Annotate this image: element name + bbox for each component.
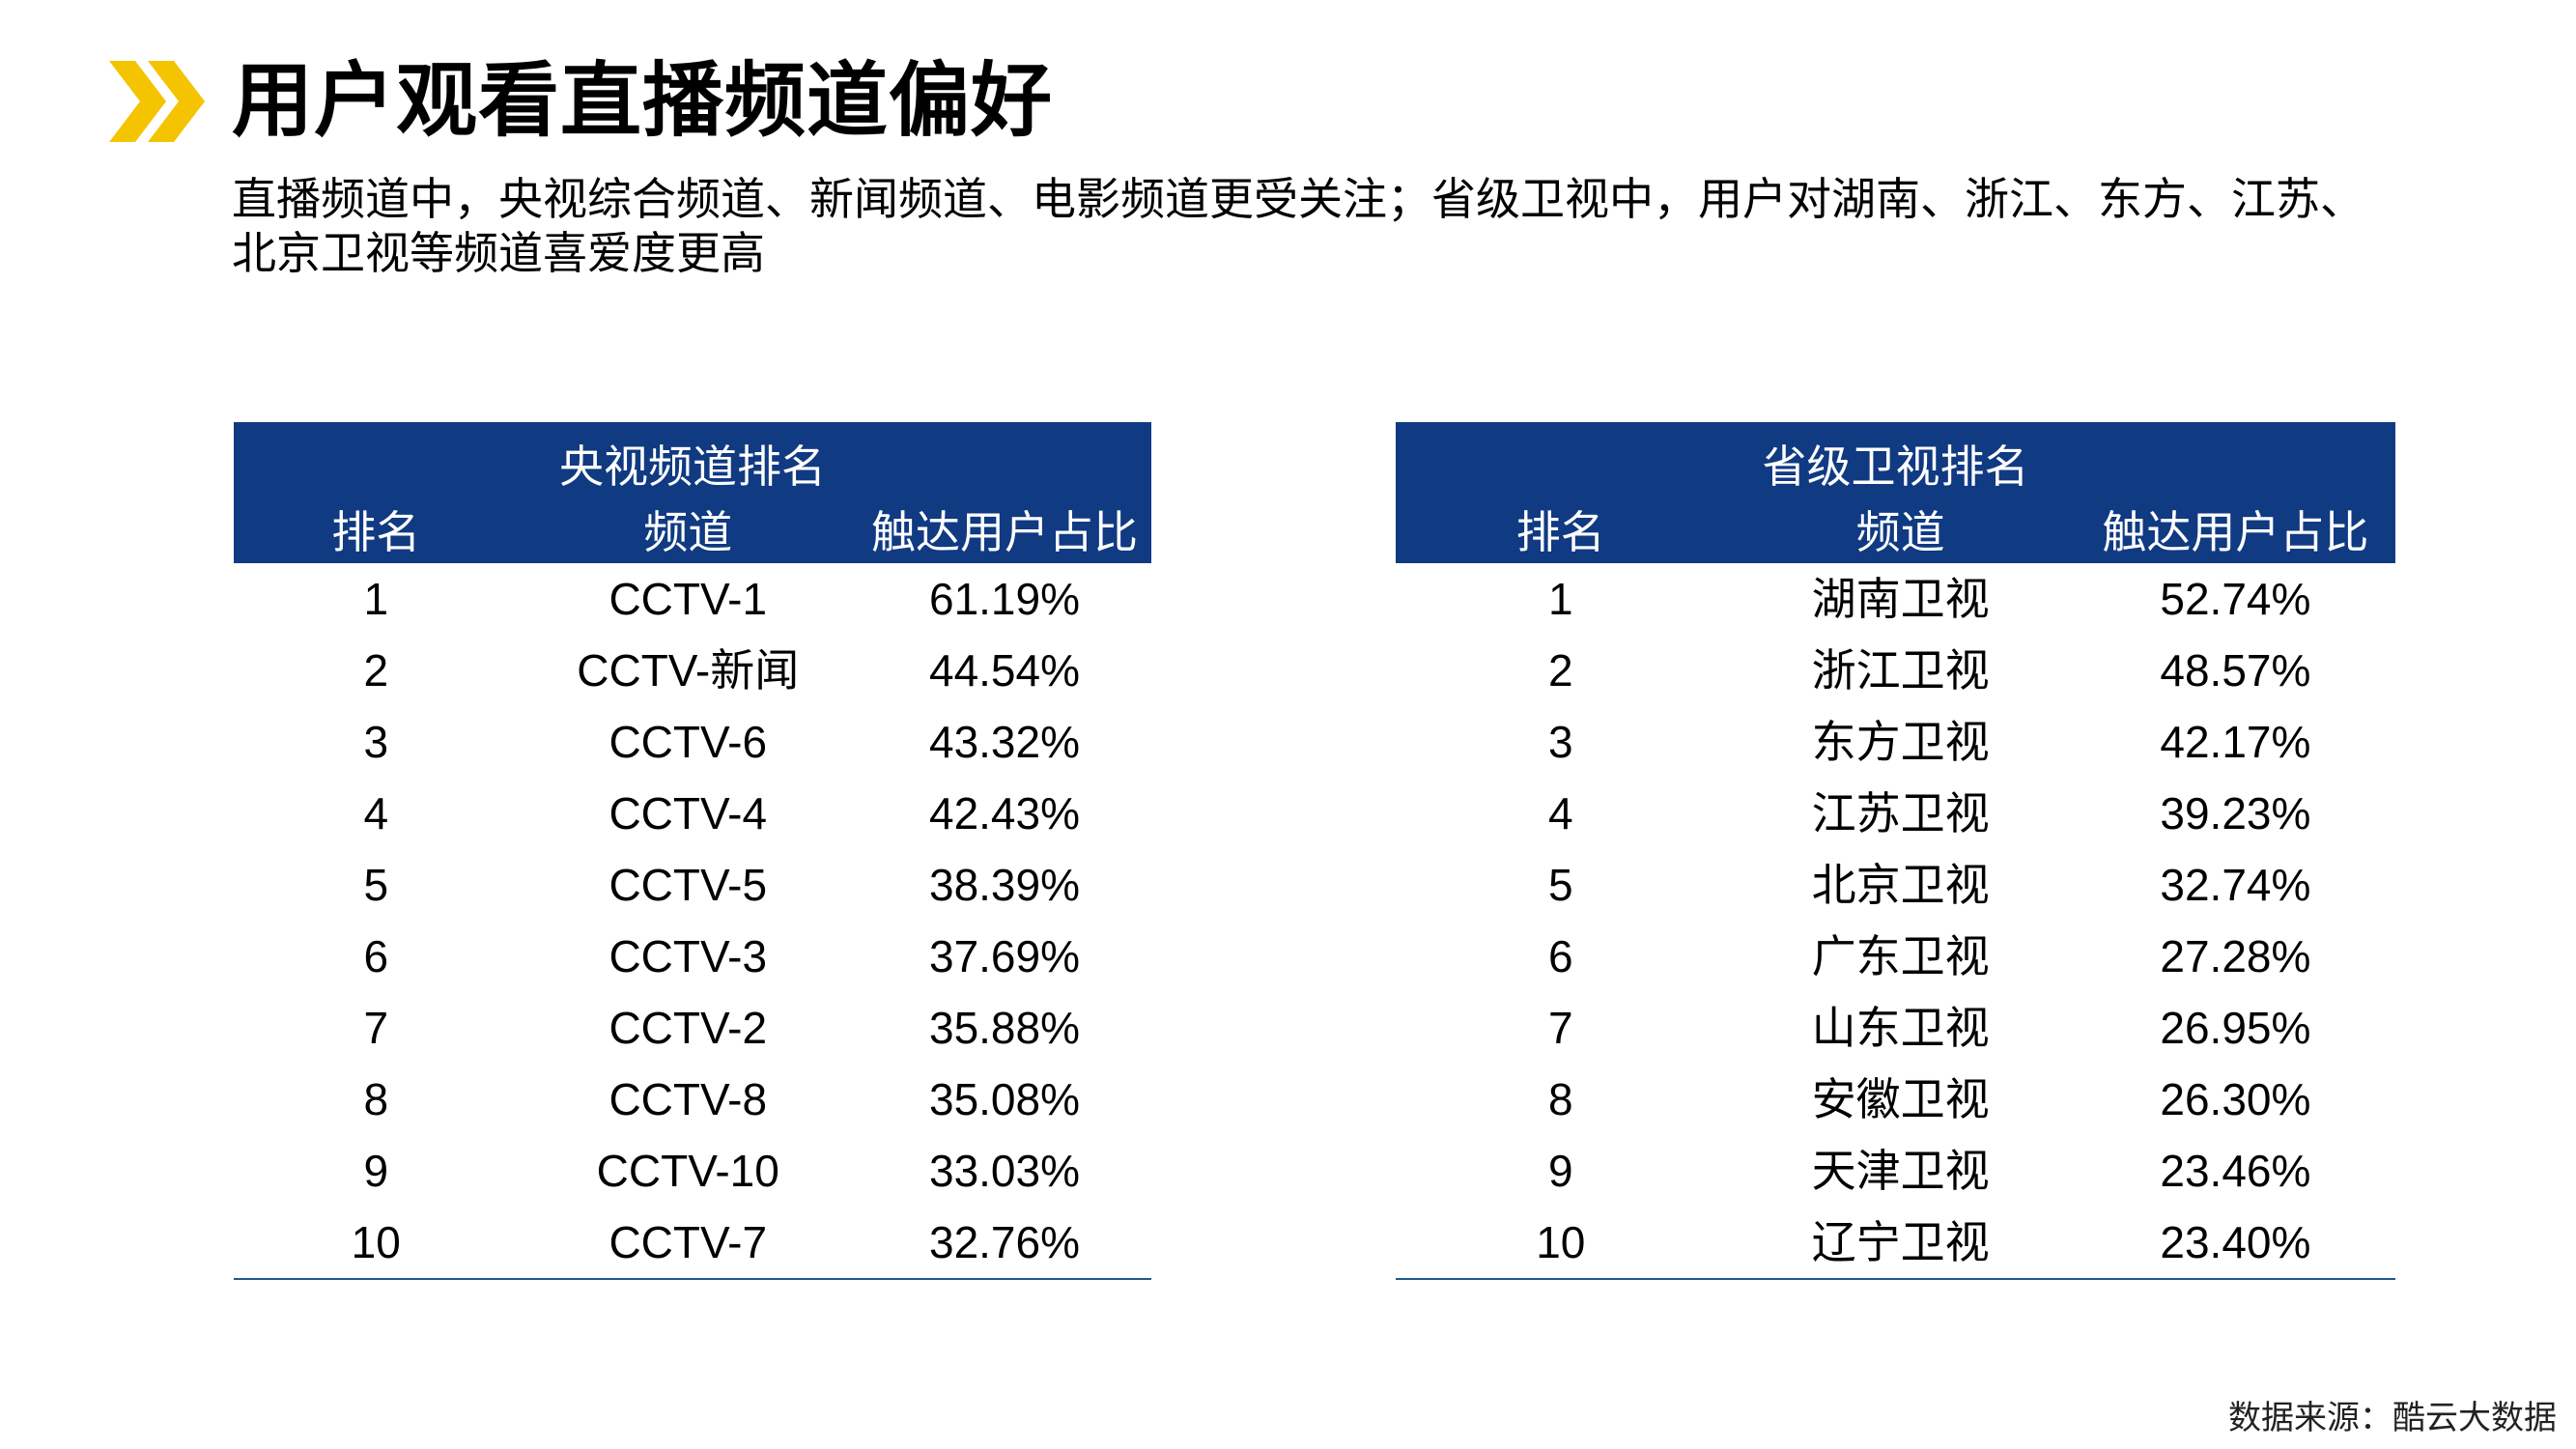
reach-cell: 35.08% <box>928 1074 1080 1124</box>
rank-cell: 6 <box>1547 931 1573 981</box>
reach-cell: 37.69% <box>928 931 1080 981</box>
channel-cell: 东方卫视 <box>1811 717 1990 767</box>
table-row: 1 CCTV-1 61.19% <box>234 563 1151 635</box>
channel-cell: 山东卫视 <box>1811 1003 1990 1053</box>
reach-cell: 42.17% <box>2160 717 2311 767</box>
table-row: 7 CCTV-2 35.88% <box>234 992 1151 1064</box>
reach-cell: 33.03% <box>928 1146 1080 1196</box>
rank-cell: 9 <box>1547 1146 1573 1196</box>
reach-cell: 43.32% <box>928 717 1080 767</box>
table-caption: 省级卫视排名 <box>1396 422 2395 496</box>
rank-cell: 5 <box>363 860 389 910</box>
rank-cell: 2 <box>1547 645 1573 696</box>
double-chevron-icon <box>109 61 205 142</box>
table-row: 4 江苏卫视 39.23% <box>1396 778 2395 849</box>
channel-cell: CCTV-1 <box>609 574 768 624</box>
table-caption: 央视频道排名 <box>234 422 1151 496</box>
rank-cell: 3 <box>1547 717 1573 767</box>
table-row: 9 天津卫视 23.46% <box>1396 1135 2395 1207</box>
table-row: 1 湖南卫视 52.74% <box>1396 563 2395 635</box>
reach-cell: 38.39% <box>928 860 1080 910</box>
rank-cell: 7 <box>1547 1003 1573 1053</box>
reach-cell: 35.88% <box>928 1003 1080 1053</box>
rank-cell: 9 <box>363 1146 389 1196</box>
channel-cell: CCTV-2 <box>609 1003 768 1053</box>
channel-cell: CCTV-7 <box>518 1207 858 1280</box>
table-row: 10 CCTV-7 32.76% <box>234 1207 1151 1280</box>
channel-cell: 广东卫视 <box>1811 931 1990 981</box>
data-source-note: 数据来源：酷云大数据 <box>2228 1400 2557 1436</box>
rank-cell: 8 <box>1547 1074 1573 1124</box>
column-header: 触达用户占比 <box>858 496 1151 563</box>
channel-cell: 浙江卫视 <box>1811 645 1990 696</box>
reach-cell: 23.40% <box>2075 1207 2395 1280</box>
table-row: 6 广东卫视 27.28% <box>1396 921 2395 992</box>
rank-cell: 7 <box>363 1003 389 1053</box>
channel-cell: 天津卫视 <box>1811 1146 1990 1196</box>
table-row: 3 东方卫视 42.17% <box>1396 706 2395 778</box>
cctv-ranking-table: 央视频道排名 排名 频道 触达用户占比 1 CCTV-1 61.19% 2 CCTV-… <box>234 422 1151 1280</box>
table-row: 5 CCTV-5 38.39% <box>234 849 1151 921</box>
rank-cell: 4 <box>1547 788 1573 838</box>
reach-cell: 42.43% <box>928 788 1080 838</box>
rank-cell: 1 <box>363 574 389 624</box>
channel-cell: 北京卫视 <box>1811 860 1990 910</box>
channel-cell: CCTV-10 <box>596 1146 779 1196</box>
table-row: 10 辽宁卫视 23.40% <box>1396 1207 2395 1280</box>
rank-cell: 8 <box>363 1074 389 1124</box>
column-header: 触达用户占比 <box>2075 496 2395 563</box>
rank-cell: 2 <box>363 645 389 696</box>
reach-cell: 23.46% <box>2160 1146 2311 1196</box>
reach-cell: 27.28% <box>2160 931 2311 981</box>
table-row: 6 CCTV-3 37.69% <box>234 921 1151 992</box>
rank-cell: 1 <box>1547 574 1573 624</box>
channel-cell: 辽宁卫视 <box>1725 1207 2076 1280</box>
table-row: 2 CCTV-新闻 44.54% <box>234 635 1151 706</box>
page-subtitle: 直播频道中，央视综合频道、新闻频道、电影频道更受关注；省级卫视中，用户对湖南、浙… <box>232 174 2364 278</box>
channel-cell: CCTV-4 <box>609 788 768 838</box>
table-row: 7 山东卫视 26.95% <box>1396 992 2395 1064</box>
channel-cell: 江苏卫视 <box>1811 788 1990 838</box>
reach-cell: 61.19% <box>928 574 1080 624</box>
column-header: 排名 <box>1396 496 1726 563</box>
reach-cell: 26.95% <box>2160 1003 2311 1053</box>
reach-cell: 52.74% <box>2160 574 2311 624</box>
table-row: 5 北京卫视 32.74% <box>1396 849 2395 921</box>
column-header: 频道 <box>1725 496 2076 563</box>
reach-cell: 32.76% <box>858 1207 1151 1280</box>
channel-cell: CCTV-3 <box>609 931 768 981</box>
column-header: 频道 <box>518 496 858 563</box>
table-row: 2 浙江卫视 48.57% <box>1396 635 2395 706</box>
reach-cell: 44.54% <box>928 645 1080 696</box>
table-row: 4 CCTV-4 42.43% <box>234 778 1151 849</box>
channel-cell: CCTV-6 <box>609 717 768 767</box>
table-row: 8 CCTV-8 35.08% <box>234 1064 1151 1135</box>
rank-cell: 10 <box>1396 1207 1726 1280</box>
channel-cell: 安徽卫视 <box>1811 1074 1990 1124</box>
channel-cell: CCTV-新闻 <box>577 645 800 696</box>
table-row: 9 CCTV-10 33.03% <box>234 1135 1151 1207</box>
rank-cell: 3 <box>363 717 389 767</box>
table-row: 8 安徽卫视 26.30% <box>1396 1064 2395 1135</box>
channel-cell: CCTV-5 <box>609 860 768 910</box>
rank-cell: 5 <box>1547 860 1573 910</box>
table-row: 3 CCTV-6 43.32% <box>234 706 1151 778</box>
channel-cell: CCTV-8 <box>609 1074 768 1124</box>
column-header: 排名 <box>234 496 519 563</box>
reach-cell: 48.57% <box>2160 645 2311 696</box>
reach-cell: 39.23% <box>2160 788 2311 838</box>
reach-cell: 26.30% <box>2160 1074 2311 1124</box>
reach-cell: 32.74% <box>2160 860 2311 910</box>
satellite-ranking-table: 省级卫视排名 排名 频道 触达用户占比 1 湖南卫视 52.74% 2 浙江卫视 48.… <box>1396 422 2395 1280</box>
page-title: 用户观看直播频道偏好 <box>232 55 1054 146</box>
channel-cell: 湖南卫视 <box>1811 574 1990 624</box>
rank-cell: 4 <box>363 788 389 838</box>
rank-cell: 6 <box>363 931 389 981</box>
rank-cell: 10 <box>234 1207 519 1280</box>
